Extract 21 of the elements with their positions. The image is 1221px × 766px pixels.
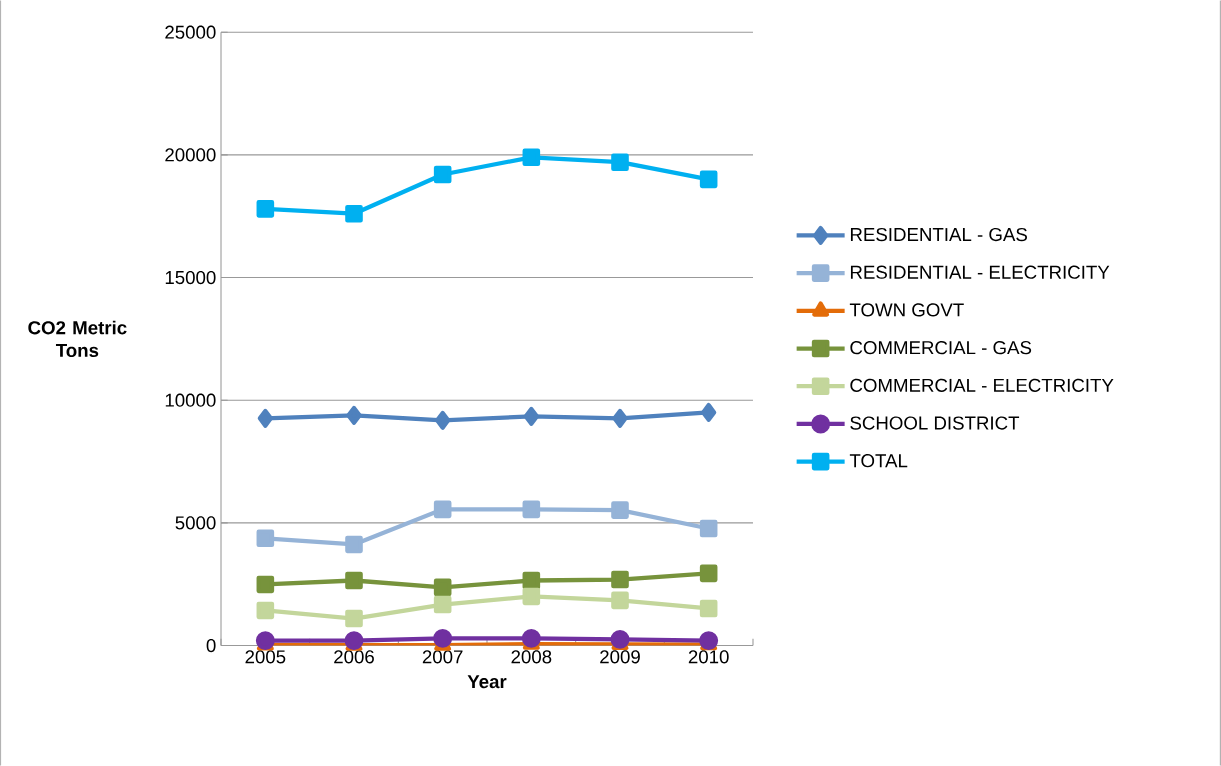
- legend-label: COMMERCIAL - ELECTRICITY: [850, 378, 1114, 392]
- y-tick-label: 5000: [175, 516, 216, 530]
- x-tick-label: 2010: [688, 650, 729, 664]
- legend-label: RESIDENTIAL - GAS: [850, 227, 1027, 242]
- y-tick-label: 15000: [165, 270, 216, 285]
- y-tick-label: 25000: [165, 25, 216, 39]
- legend-label: TOWN GOVT: [849, 303, 964, 317]
- legend-label: TOTAL: [849, 454, 908, 468]
- legend-label: COMMERCIAL - GAS: [850, 340, 1032, 355]
- legend-label: RESIDENTIAL - ELECTRICITY: [850, 265, 1110, 279]
- y-tick-label: 0: [206, 638, 216, 653]
- legend-label: SCHOOL DISTRICT: [850, 416, 1020, 430]
- y-tick-label: 20000: [165, 148, 216, 162]
- y-tick-label: 10000: [165, 393, 216, 407]
- x-tick-label: 2008: [511, 650, 552, 664]
- y-axis-title: CO2 Metric Tons: [28, 320, 127, 358]
- x-tick-label: 2005: [245, 650, 286, 664]
- x-tick-label: 2007: [422, 650, 463, 664]
- x-axis-title: Year: [467, 675, 507, 689]
- x-tick-label: 2006: [334, 650, 374, 664]
- x-tick-label: 2009: [600, 650, 640, 664]
